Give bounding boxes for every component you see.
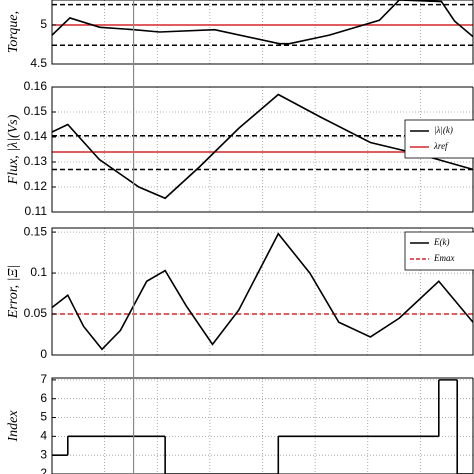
y-tick-label: 0.15 [24, 224, 48, 238]
y-tick-label: 0 [40, 347, 47, 361]
y-tick-label: 4.5 [30, 56, 47, 70]
axes-frame [51, 227, 474, 356]
axes-frame [51, 377, 474, 474]
y-axis-label: Torque, [6, 11, 21, 53]
y-tick-label: 0.1 [30, 265, 47, 279]
y-tick-label: 0.13 [24, 154, 48, 168]
panel [52, 87, 473, 212]
panel [52, 378, 473, 474]
y-tick-label: 5 [40, 410, 47, 424]
axes-frame [51, 86, 474, 213]
y-tick-label: 6 [40, 391, 47, 405]
legend-label: λref [433, 141, 449, 151]
axes-frame [51, 0, 474, 65]
y-tick-label: 0.14 [24, 129, 48, 143]
legend-label: Emax [433, 253, 455, 263]
y-tick-label: 0.15 [24, 104, 48, 118]
y-tick-label: 0.05 [24, 306, 48, 320]
legend-box [404, 119, 474, 159]
y-axis-label: Error, |Ξ| [6, 265, 21, 319]
y-tick-label: 4 [40, 429, 47, 443]
y-tick-label: 5 [40, 17, 47, 31]
y-axis-label: Index [6, 410, 21, 443]
y-tick-label: 0.12 [24, 179, 48, 193]
y-tick-label: 7 [40, 372, 47, 386]
data-line [52, 232, 473, 351]
y-axis-label: Flux, |λ|(Vs) [6, 114, 21, 185]
legend-label: |λ|(k) [434, 125, 453, 135]
data-line [52, 93, 473, 200]
legend-box [404, 231, 474, 271]
data-line [52, 0, 473, 45]
y-tick-label: 3 [40, 447, 47, 461]
legend-label: E(k) [433, 237, 450, 247]
y-tick-label: 0.11 [25, 204, 48, 218]
y-tick-label: 2 [40, 466, 47, 474]
y-tick-label: 0.16 [24, 79, 48, 93]
panel [52, 0, 473, 64]
